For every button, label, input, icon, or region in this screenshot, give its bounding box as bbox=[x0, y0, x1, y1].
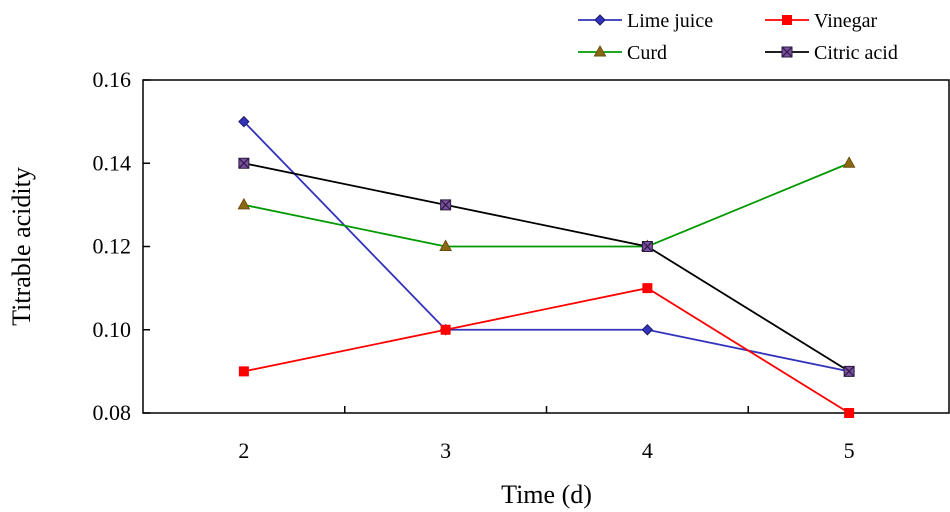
x-axis: 2 3 4 5 bbox=[238, 406, 855, 463]
legend-marker bbox=[593, 44, 607, 57]
series-line-curd bbox=[243, 162, 850, 248]
y-tick-label: 0.08 bbox=[93, 400, 132, 425]
series-curd bbox=[237, 156, 856, 251]
legend-label: Vinegar bbox=[814, 10, 878, 32]
data-point-vinegar bbox=[238, 366, 249, 377]
y-axis-title: Titrable acidity bbox=[7, 167, 36, 326]
x-tick-label: 5 bbox=[844, 438, 855, 463]
legend-item-curd: Curd bbox=[578, 42, 667, 64]
y-tick-label: 0.12 bbox=[93, 234, 132, 259]
legend: Lime juice Vinegar Curd Citric acid bbox=[578, 10, 898, 64]
legend-label: Curd bbox=[627, 42, 667, 64]
data-point-curd bbox=[439, 239, 452, 251]
y-axis: 0.08 0.10 0.12 0.14 0.16 bbox=[93, 67, 150, 425]
legend-label: Lime juice bbox=[627, 10, 713, 32]
legend-item-vinegar: Vinegar bbox=[765, 10, 878, 32]
data-point-lime-juice bbox=[641, 324, 654, 336]
series-citric-acid bbox=[238, 157, 855, 377]
y-tick-label: 0.10 bbox=[93, 317, 132, 342]
data-point-citric-acid bbox=[843, 365, 855, 377]
legend-marker bbox=[781, 46, 793, 58]
legend-marker bbox=[782, 15, 792, 25]
x-tick-label: 3 bbox=[440, 438, 451, 463]
data-point-vinegar bbox=[642, 283, 653, 294]
legend-marker bbox=[594, 14, 606, 26]
y-tick-label: 0.14 bbox=[93, 150, 132, 175]
x-tick-label: 2 bbox=[238, 438, 249, 463]
x-tick-label: 4 bbox=[642, 438, 653, 463]
data-point-lime-juice bbox=[238, 115, 250, 128]
series-vinegar bbox=[238, 283, 855, 418]
series-line-vinegar bbox=[243, 287, 850, 414]
x-axis-title: Time (d) bbox=[501, 480, 592, 509]
data-point-citric-acid bbox=[238, 157, 250, 169]
data-point-curd bbox=[237, 197, 251, 210]
data-point-curd bbox=[842, 156, 856, 168]
legend-item-citric-acid: Citric acid bbox=[765, 42, 898, 64]
data-point-citric-acid bbox=[641, 241, 653, 252]
legend-label: Citric acid bbox=[814, 42, 898, 64]
data-point-vinegar bbox=[440, 324, 451, 335]
y-tick-label: 0.16 bbox=[93, 67, 132, 92]
legend-item-lime-juice: Lime juice bbox=[578, 10, 713, 32]
series-layer bbox=[237, 115, 856, 418]
data-point-vinegar bbox=[844, 408, 855, 418]
series-line-citric-acid bbox=[243, 162, 850, 373]
data-point-citric-acid bbox=[440, 199, 452, 211]
